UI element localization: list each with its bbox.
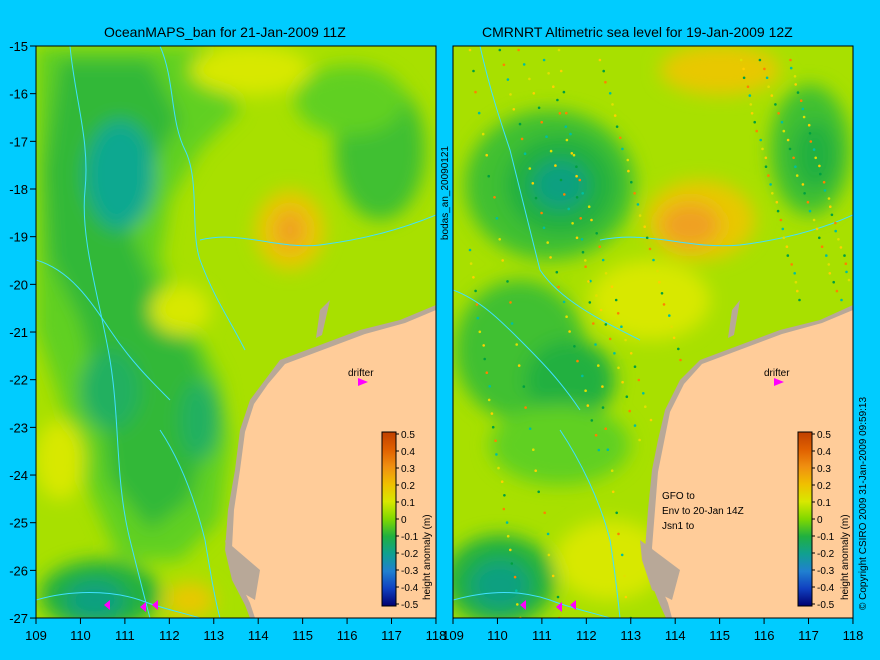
colorbar-tick-label: 0.1 (401, 498, 415, 509)
lon-tick-label: 113 (620, 628, 641, 643)
lon-tick-label: 116 (754, 628, 775, 643)
right-map (453, 46, 853, 618)
lon-tick-label: 118 (843, 628, 864, 643)
right-anomaly-field (453, 46, 850, 618)
colorbar-tick-label: 0.5 (401, 430, 415, 441)
drifter-markers-left (104, 378, 368, 612)
lon-tick-label: 109 (25, 628, 47, 643)
left-latitude-axis: -15 -16 -17 -18 -19 -20 -21 -22 -23 -24 -25 -26 -27 (9, 39, 36, 626)
satellite-text-block: GFO to Env to 20-Jan 14Z Jsn1 to (662, 491, 744, 532)
colorbar-tick-label: 0 (817, 515, 823, 526)
left-colorbar: 0.5 0.4 0.3 0.2 0.1 0 -0.1 -0.2 -0.3 -0.4 -0.5 hei… (381, 430, 433, 611)
colorbar-tick-label: 0.2 (817, 481, 831, 492)
lat-tick-label: -16 (9, 87, 28, 102)
left-map (36, 46, 436, 618)
lat-tick-label: -25 (9, 516, 28, 531)
lon-tick-label: 116 (337, 628, 358, 643)
colorbar-tick-label: 0.4 (401, 447, 415, 458)
lon-tick-label: 117 (381, 628, 402, 643)
copyright-label: © Copyright CSIRO 2009 31-Jan-2009 09:59… (858, 397, 869, 610)
lat-tick-label: -26 (9, 563, 28, 578)
colorbar-label-right: height anomaly (m) (840, 514, 851, 600)
colorbar-tick-label: -0.3 (817, 566, 835, 577)
lon-tick-label: 110 (70, 628, 91, 643)
colorbar-tick-label: 0.5 (817, 430, 831, 441)
colorbar-tick-label: 0.3 (401, 464, 415, 475)
lon-tick-label: 109 (442, 628, 464, 643)
sat-line-jsn1: Jsn1 to (662, 521, 695, 532)
right-panel-title: CMRNRT Altimetric sea level for 19-Jan-2… (482, 24, 793, 40)
colorbar-tick-label: -0.4 (401, 583, 419, 594)
colorbar-tick-label: -0.5 (817, 600, 835, 611)
colorbar-tick-label: -0.4 (817, 583, 835, 594)
colorbar-tick-label: -0.5 (401, 600, 419, 611)
lat-tick-label: -20 (9, 277, 28, 292)
lon-tick-label: 111 (115, 628, 135, 643)
lon-tick-label: 110 (487, 628, 508, 643)
lon-tick-label: 117 (798, 628, 819, 643)
lon-tick-label: 114 (665, 628, 686, 643)
sat-line-gfo: GFO to (662, 491, 695, 502)
drifter-label-right: drifter (764, 368, 790, 379)
sat-line-env: Env to 20-Jan 14Z (662, 506, 744, 517)
colorbar-tick-label: -0.3 (401, 566, 419, 577)
lat-tick-label: -23 (9, 420, 28, 435)
lat-tick-label: -19 (9, 230, 28, 245)
lon-tick-label: 113 (203, 628, 224, 643)
colorbar-tick-label: -0.2 (817, 549, 835, 560)
left-bathymetry-contours (36, 46, 436, 618)
lon-tick-label: 114 (248, 628, 269, 643)
lon-tick-label: 115 (709, 628, 730, 643)
colorbar-tick-label: 0.2 (401, 481, 415, 492)
drifter-markers-right (520, 378, 784, 612)
lat-tick-label: -18 (9, 182, 28, 197)
colorbar-tick-label: -0.1 (817, 532, 835, 543)
colorbar-label-left: height anomaly (m) (422, 514, 433, 600)
lon-tick-label: 112 (576, 628, 597, 643)
drifter-label-left: drifter (348, 368, 374, 379)
right-longitude-axis: 109 110 111 112 113 114 115 116 117 118 (442, 618, 863, 643)
colorbar-tick-label: 0.3 (817, 464, 831, 475)
colorbar-tick-label: 0.4 (817, 447, 831, 458)
lon-tick-label: 115 (292, 628, 313, 643)
lat-tick-label: -15 (9, 39, 28, 54)
lat-tick-label: -27 (9, 611, 28, 626)
lat-tick-label: -17 (9, 134, 28, 149)
lat-tick-label: -21 (9, 325, 28, 340)
colorbar-tick-label: -0.2 (401, 549, 419, 560)
colorbar-tick-label: -0.1 (401, 532, 419, 543)
colorbar-tick-label: 0.1 (817, 498, 831, 509)
lat-tick-label: -22 (9, 373, 28, 388)
left-anomaly-field (36, 46, 425, 618)
satellite-track-points (468, 48, 851, 618)
lon-tick-label: 118 (426, 628, 447, 643)
run-id-label: bodas_an_20090121 (440, 146, 451, 240)
left-longitude-axis: 109 110 111 112 113 114 115 116 117 118 (25, 618, 446, 643)
lat-tick-label: -24 (9, 468, 28, 483)
lon-tick-label: 112 (159, 628, 180, 643)
lon-tick-label: 111 (532, 628, 552, 643)
right-colorbar: 0.5 0.4 0.3 0.2 0.1 0 -0.1 -0.2 -0.3 -0.4 -0.5 hei… (797, 430, 851, 611)
colorbar-tick-label: 0 (401, 515, 407, 526)
left-panel-title: OceanMAPS_ban for 21-Jan-2009 11Z (104, 24, 346, 40)
